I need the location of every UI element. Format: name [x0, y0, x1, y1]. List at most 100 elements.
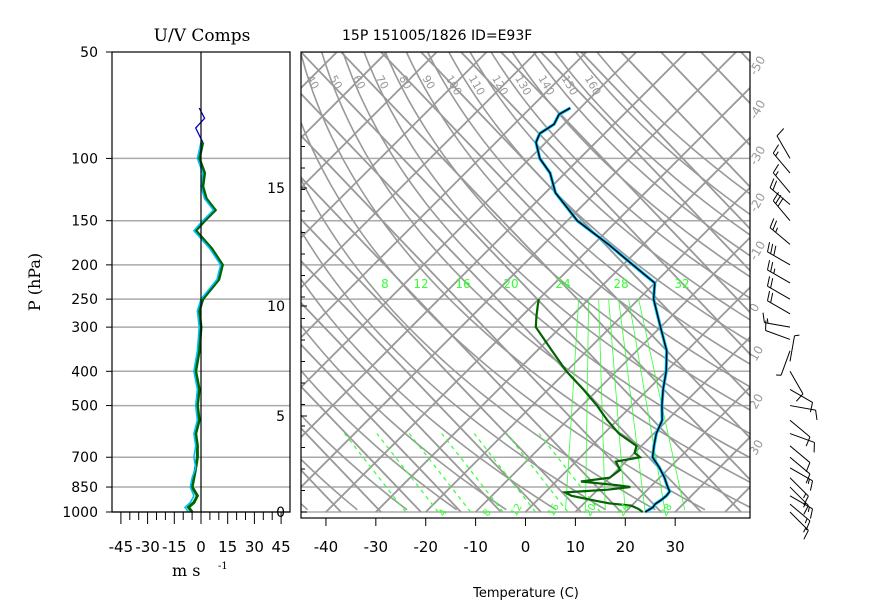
wind-barb-flag	[795, 393, 804, 402]
uv-speed-tick-label: -15	[162, 538, 187, 556]
wind-barb-flag	[773, 245, 777, 256]
wind-barb-flag	[807, 506, 810, 512]
wind-barbs	[762, 128, 818, 540]
isotherm-label: 150	[559, 73, 581, 98]
potential-temperature-label: 30	[746, 437, 766, 457]
skewt-dry-adiabat	[448, 52, 750, 343]
skewt-temperature-tick-label: -40	[314, 538, 339, 556]
skewt-isotherm	[301, 52, 438, 189]
wind-barb	[789, 405, 818, 421]
mixing-ratio-bottom-label: 8	[481, 507, 494, 518]
wind-barb	[789, 433, 815, 453]
uv-pressure-tick-label: 700	[71, 450, 98, 466]
wind-barb-flag	[770, 261, 774, 272]
wind-barb-flag	[809, 480, 814, 491]
uv-ylabel: P (hPa)	[25, 253, 44, 311]
skewt-profiles	[534, 106, 672, 514]
wind-barb-flag	[770, 243, 774, 254]
wind-barb-flag	[775, 151, 779, 157]
wind-barb-staff	[767, 251, 791, 266]
wind-barb	[776, 128, 791, 159]
wind-barb-flag	[769, 218, 775, 228]
skewt-dry-adiabat	[511, 52, 750, 278]
skewt-diagonal	[0, 52, 21, 512]
height-tick-label: 15	[267, 181, 285, 197]
wind-barb	[766, 290, 791, 315]
skewt-diagonal	[301, 259, 542, 513]
wind-barb	[766, 260, 791, 284]
potential-temperature-label: 0	[746, 301, 762, 315]
wind-barb-staff	[765, 330, 791, 340]
skewt-height-tick-labels: 0 5 10 15	[267, 146, 307, 521]
isotherm-label: 70	[373, 73, 391, 92]
wind-barb-staff	[789, 445, 811, 463]
skewt-dry-adiabat	[426, 52, 750, 366]
wind-barb-staff	[789, 371, 804, 395]
wind-barb-flag	[805, 520, 811, 531]
mixing-ratio-bottom-label: 12	[509, 502, 525, 519]
wind-barb-staff	[767, 285, 791, 300]
wind-barb	[772, 164, 791, 194]
skewt-isotherm	[624, 386, 750, 513]
isotherm-label: 130	[512, 73, 534, 98]
uv-speed-tick-label: 15	[218, 538, 237, 556]
isotherm-label: 60	[350, 73, 368, 92]
skewt-diagonal	[580, 52, 750, 230]
wind-barb-flag	[805, 436, 811, 447]
skewt-isotherm	[301, 52, 737, 489]
wind-barb-staff	[789, 335, 796, 362]
skewt-dry-adiabat	[384, 52, 750, 411]
wind-barb	[766, 276, 791, 300]
skewt-dry-adiabat	[301, 277, 557, 511]
wind-barb	[772, 144, 791, 174]
skewt-isotherm	[674, 435, 750, 513]
wind-barb-staff	[789, 433, 815, 443]
skewt-diagonal	[380, 52, 750, 440]
uv-speed-tick-label: -45	[109, 538, 134, 556]
wind-barb	[789, 419, 811, 447]
skewt-diagonal	[460, 52, 750, 356]
wind-barb-flag	[766, 318, 769, 324]
skewt-moist-adiabat	[585, 299, 590, 510]
mixing-ratio-bottom-label: 4	[437, 507, 450, 518]
wind-barb	[789, 477, 809, 506]
skewt-diagonal	[301, 301, 502, 513]
skewt-panel: 15P 151005/1826 ID=E93F 40 50 60 70 80 90 100 1…	[0, 28, 887, 600]
wind-barb-flag	[766, 290, 771, 301]
wind-barb-staff	[789, 467, 813, 482]
wind-barb-flag	[805, 473, 811, 484]
uv-xlabel-exponent: -1	[218, 561, 228, 572]
wind-barb-flag	[803, 527, 807, 533]
wind-barb-staff	[769, 187, 791, 205]
wind-barb-flag	[809, 402, 814, 413]
skewt-dry-adiabat	[301, 177, 656, 511]
wind-barb-staff	[789, 511, 809, 531]
skewt-moist-adiabat	[608, 299, 626, 510]
skewt-dry-adiabat	[532, 52, 750, 257]
wind-barb-flag	[803, 493, 807, 499]
v-component-line	[183, 142, 222, 513]
skewt-dry-adiabat	[301, 458, 358, 511]
isotherm-label: 160	[582, 73, 604, 98]
uv-title: U/V Comps	[154, 26, 251, 46]
skewt-diagonal	[301, 385, 422, 513]
skewt-diagonal	[301, 510, 302, 512]
uv-pressure-tick-label: 100	[71, 151, 98, 167]
skewt-dry-adiabat	[554, 52, 750, 236]
mixing-ratio-label: 28	[613, 277, 628, 291]
wind-barb-flag	[772, 180, 778, 191]
wind-barb-staff	[789, 419, 811, 438]
height-tick-label: 0	[276, 505, 285, 521]
skewt-dry-adiabat	[469, 52, 750, 321]
wind-barb	[789, 495, 814, 519]
skewt-isotherm	[825, 52, 887, 512]
uv-profile-lines	[183, 107, 225, 513]
skewt-isotherm	[301, 52, 538, 289]
uv-upper-profile-line	[194, 107, 206, 143]
skewt-mixing-ratio-line	[441, 433, 504, 513]
skewt-dry-adiabat	[301, 502, 309, 511]
height-tick-label: 5	[276, 409, 285, 425]
skewt-diagonal	[660, 52, 750, 147]
skewt-temperature-tick-label: -10	[463, 538, 488, 556]
wind-barb-flag	[803, 502, 807, 508]
